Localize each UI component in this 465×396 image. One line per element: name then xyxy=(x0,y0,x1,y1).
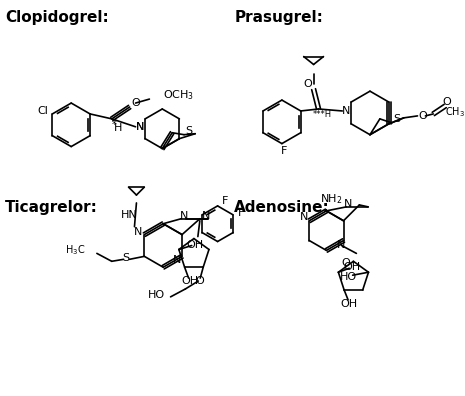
Text: N: N xyxy=(344,199,352,209)
Text: HO: HO xyxy=(148,290,165,300)
Text: NH$_2$: NH$_2$ xyxy=(320,192,343,206)
Text: *: * xyxy=(112,120,116,130)
Text: OH: OH xyxy=(186,240,203,249)
Text: Ticagrelor:: Ticagrelor: xyxy=(5,200,98,215)
Text: ***H: ***H xyxy=(313,110,332,120)
Text: O: O xyxy=(418,111,427,121)
Text: N: N xyxy=(173,255,181,265)
Text: H$_3$C: H$_3$C xyxy=(65,244,85,257)
Text: N: N xyxy=(136,122,145,132)
Text: S: S xyxy=(186,126,193,136)
Text: F: F xyxy=(281,145,287,156)
Text: Cl: Cl xyxy=(37,106,48,116)
Text: O: O xyxy=(341,258,350,268)
Text: S: S xyxy=(122,253,129,263)
Text: N: N xyxy=(202,211,210,221)
Text: O: O xyxy=(443,97,452,107)
Text: N: N xyxy=(136,122,145,132)
Text: Prasugrel:: Prasugrel: xyxy=(234,10,323,25)
Text: N: N xyxy=(342,106,351,116)
Text: HN: HN xyxy=(121,210,138,220)
Text: F: F xyxy=(238,208,244,218)
Text: H: H xyxy=(113,123,122,133)
Text: OH: OH xyxy=(181,276,198,286)
Text: Clopidogrel:: Clopidogrel: xyxy=(5,10,109,25)
Text: N: N xyxy=(180,211,188,221)
Text: OH: OH xyxy=(344,262,361,272)
Text: O: O xyxy=(131,98,140,108)
Text: S: S xyxy=(393,114,400,124)
Text: Adenosine:: Adenosine: xyxy=(234,200,330,215)
Text: OCH$_3$: OCH$_3$ xyxy=(163,88,194,102)
Text: HO: HO xyxy=(340,272,357,282)
Text: O: O xyxy=(195,276,204,286)
Text: CH$_3$: CH$_3$ xyxy=(445,105,465,119)
Text: N: N xyxy=(336,240,345,251)
Text: N: N xyxy=(134,227,143,237)
Text: O: O xyxy=(303,79,312,89)
Text: N: N xyxy=(300,212,308,222)
Text: OH: OH xyxy=(340,299,358,309)
Text: F: F xyxy=(222,196,229,206)
